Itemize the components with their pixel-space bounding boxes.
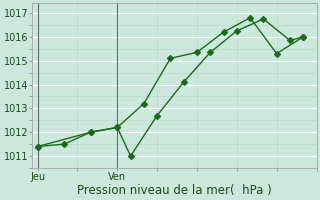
X-axis label: Pression niveau de la mer(  hPa ): Pression niveau de la mer( hPa ) — [77, 184, 272, 197]
